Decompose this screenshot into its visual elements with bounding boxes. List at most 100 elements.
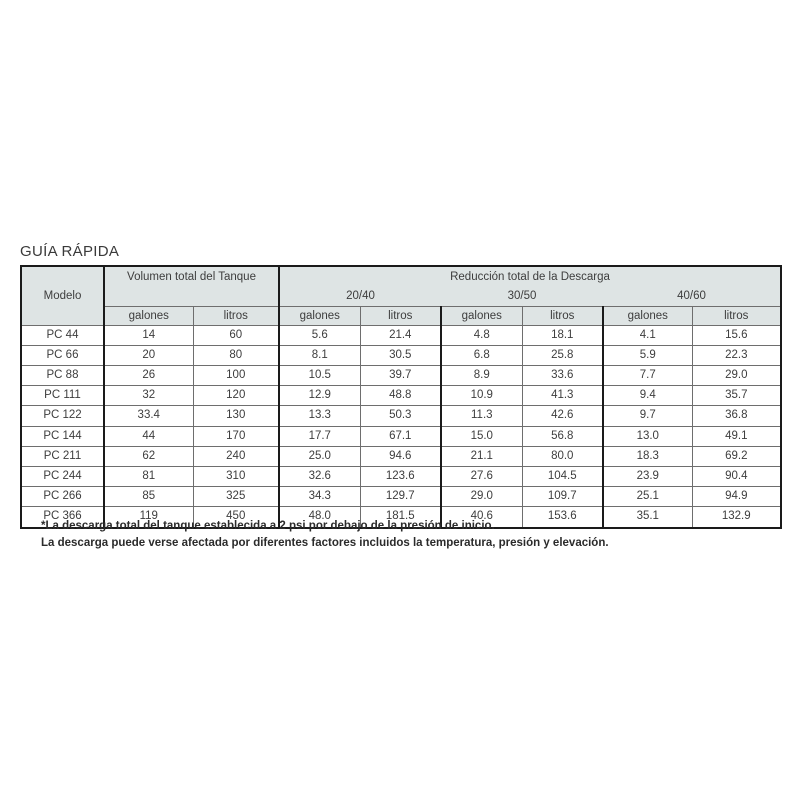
- header-cell-tank-volume: Volumen total del Tanque: [104, 265, 281, 287]
- table-row: PC 244 81 310 32.6 123.6 27.6 104.5 23.9 90.4: [20, 466, 783, 488]
- cell-gallons-3050: 10.9: [441, 385, 523, 407]
- cell-liters-2040: 21.4: [360, 324, 443, 346]
- cell-model: PC 366: [20, 506, 105, 529]
- cell-gallons-4060: 23.9: [603, 466, 693, 488]
- cell-gallons-4060: 7.7: [603, 365, 693, 387]
- cell-liters-2040: 94.6: [360, 446, 443, 467]
- header-cell-pressure-30-50: 30/50: [441, 287, 604, 306]
- cell-liters-4060: 69.2: [692, 446, 783, 467]
- cell-liters-3050: 33.6: [522, 365, 605, 387]
- cell-tank-gallons: 26: [104, 365, 194, 387]
- cell-liters-3050: 56.8: [522, 426, 605, 447]
- cell-gallons-4060: 13.0: [603, 426, 693, 447]
- cell-gallons-3050: 8.9: [441, 365, 523, 387]
- cell-liters-4060: 94.9: [692, 486, 783, 508]
- cell-gallons-2040: 10.5: [279, 365, 361, 387]
- cell-liters-3050: 109.7: [522, 486, 605, 508]
- cell-gallons-2040: 34.3: [279, 486, 361, 508]
- cell-gallons-4060: 25.1: [603, 486, 693, 508]
- header-cell-unit-3050-gallons: galones: [441, 305, 523, 325]
- table-row: PC 211 62 240 25.0 94.6 21.1 80.0 18.3 69.2: [20, 446, 783, 467]
- cell-tank-liters: 325: [193, 486, 281, 508]
- table-body: PC 44 14 60 5.6 21.4 4.8 18.1 4.1 15.6 PC 66 20 80 8…: [20, 324, 783, 529]
- table-row: PC 44 14 60 5.6 21.4 4.8 18.1 4.1 15.6: [20, 324, 783, 346]
- footnote-line-2: La descarga puede verse afectada por dif…: [41, 537, 609, 549]
- header-cell-tank-volume-spacer: [104, 287, 281, 306]
- header-row-units: galones litros galones litros galones li…: [21, 305, 783, 325]
- table-header: Modelo Volumen total del Tanque Reducció…: [20, 265, 783, 325]
- cell-liters-4060: 49.1: [692, 426, 783, 447]
- page-title: GUÍA RÁPIDA: [20, 243, 120, 260]
- cell-model: PC 211: [20, 446, 105, 467]
- header-cell-unit-2040-gallons: galones: [279, 305, 361, 325]
- cell-gallons-2040: 5.6: [279, 324, 361, 346]
- cell-tank-gallons: 33.4: [104, 405, 194, 427]
- header-row-pressures: 20/40 30/50 40/60: [21, 287, 783, 306]
- cell-liters-4060: 36.8: [692, 405, 783, 427]
- cell-liters-2040: 123.6: [360, 466, 443, 488]
- cell-liters-4060: 22.3: [692, 345, 783, 366]
- cell-tank-liters: 100: [193, 365, 281, 387]
- header-row-groups: Modelo Volumen total del Tanque Reducció…: [20, 265, 783, 325]
- cell-liters-3050: 80.0: [522, 446, 605, 467]
- cell-gallons-4060: 5.9: [603, 345, 693, 366]
- footnote-line-1: *La descarga total del tanque establecid…: [41, 520, 495, 532]
- cell-gallons-4060: 9.7: [603, 405, 693, 427]
- cell-gallons-2040: 17.7: [279, 426, 361, 447]
- cell-tank-gallons: 62: [104, 446, 194, 467]
- cell-gallons-3050: 40.6: [441, 506, 523, 529]
- cell-gallons-4060: 9.4: [603, 385, 693, 407]
- header-cell-unit-tank-gallons: galones: [104, 305, 194, 325]
- cell-liters-2040: 39.7: [360, 365, 443, 387]
- table-row: PC 122 33.4 130 13.3 50.3 11.3 42.6 9.7 36.8: [20, 405, 783, 427]
- cell-tank-gallons: 32: [104, 385, 194, 407]
- header-cell-unit-4060-liters: litros: [692, 305, 783, 325]
- cell-liters-3050: 41.3: [522, 385, 605, 407]
- cell-tank-liters: 120: [193, 385, 281, 407]
- cell-model: PC 44: [20, 324, 105, 346]
- cell-gallons-3050: 6.8: [441, 345, 523, 366]
- cell-gallons-3050: 4.8: [441, 324, 523, 346]
- cell-liters-2040: 67.1: [360, 426, 443, 447]
- cell-gallons-2040: 25.0: [279, 446, 361, 467]
- cell-gallons-3050: 11.3: [441, 405, 523, 427]
- footnotes: *La descarga total del tanque establecid…: [41, 518, 761, 552]
- header-cell-unit-3050-liters: litros: [522, 305, 605, 325]
- cell-tank-gallons: 81: [104, 466, 194, 488]
- cell-gallons-2040: 13.3: [279, 405, 361, 427]
- table-row: PC 111 32 120 12.9 48.8 10.9 41.3 9.4 35.7: [20, 385, 783, 407]
- header-cell-unit-2040-liters: litros: [360, 305, 443, 325]
- cell-gallons-3050: 29.0: [441, 486, 523, 508]
- cell-gallons-4060: 18.3: [603, 446, 693, 467]
- cell-model: PC 122: [20, 405, 105, 427]
- cell-gallons-3050: 21.1: [441, 446, 523, 467]
- cell-liters-2040: 30.5: [360, 345, 443, 366]
- cell-gallons-4060: 4.1: [603, 324, 693, 346]
- header-cell-pressure-40-60: 40/60: [603, 287, 783, 306]
- table-row: PC 66 20 80 8.1 30.5 6.8 25.8 5.9 22.3: [20, 345, 783, 366]
- cell-liters-4060: 35.7: [692, 385, 783, 407]
- cell-liters-3050: 18.1: [522, 324, 605, 346]
- cell-gallons-2040: 8.1: [279, 345, 361, 366]
- cell-liters-3050: 104.5: [522, 466, 605, 488]
- header-cell-unit-tank-liters: litros: [193, 305, 281, 325]
- cell-gallons-3050: 27.6: [441, 466, 523, 488]
- cell-liters-4060: 29.0: [692, 365, 783, 387]
- cell-model: PC 66: [20, 345, 105, 366]
- cell-tank-gallons: 119: [104, 506, 194, 529]
- header-cell-unit-4060-gallons: galones: [603, 305, 693, 325]
- cell-model: PC 111: [20, 385, 105, 407]
- cell-tank-liters: 240: [193, 446, 281, 467]
- header-cell-model: Modelo: [20, 265, 105, 325]
- cell-liters-4060: 132.9: [692, 506, 783, 529]
- cell-model: PC 144: [20, 426, 105, 447]
- table-row: PC 88 26 100 10.5 39.7 8.9 33.6 7.7 29.0: [20, 365, 783, 387]
- cell-tank-liters: 170: [193, 426, 281, 447]
- cell-liters-3050: 42.6: [522, 405, 605, 427]
- cell-model: PC 266: [20, 486, 105, 508]
- cell-gallons-2040: 48.0: [279, 506, 361, 529]
- cell-liters-2040: 48.8: [360, 385, 443, 407]
- header-cell-pressure-20-40: 20/40: [279, 287, 442, 306]
- cell-tank-gallons: 20: [104, 345, 194, 366]
